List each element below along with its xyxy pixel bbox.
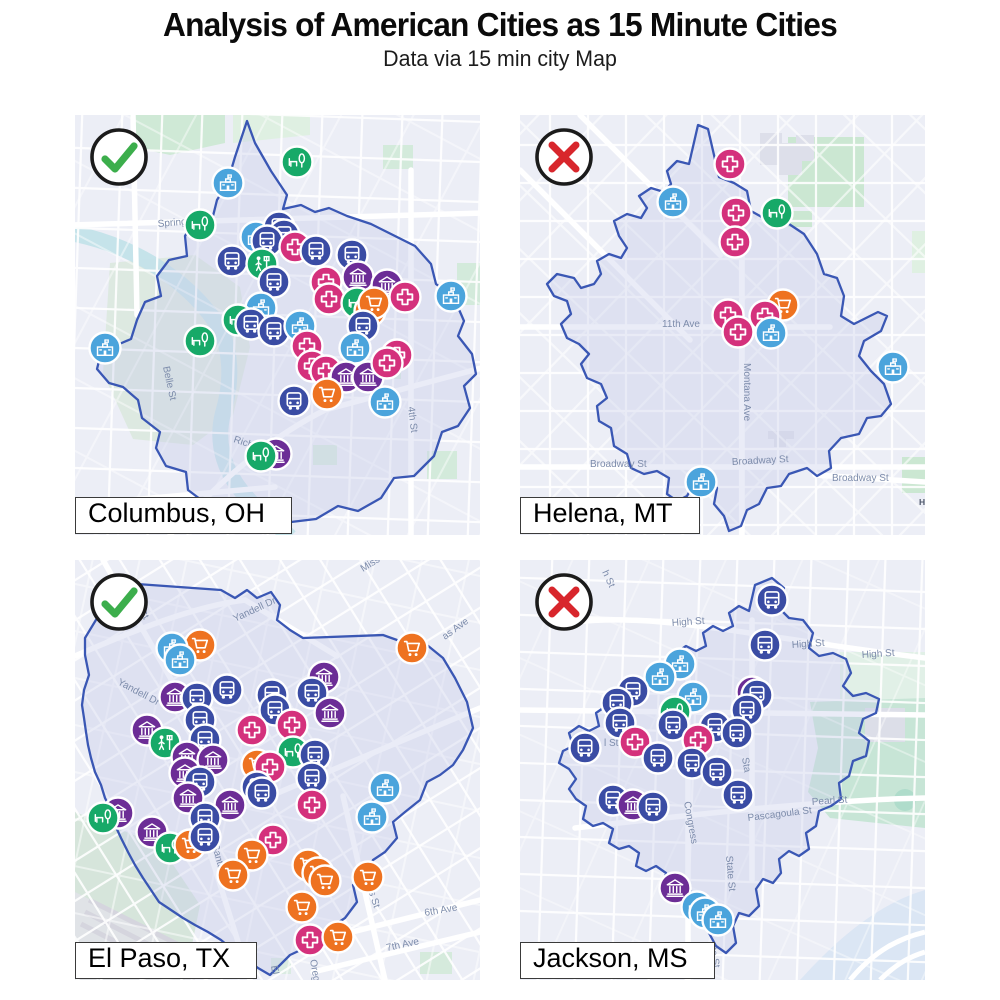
street-label: High St — [791, 638, 825, 651]
marker-health — [312, 282, 346, 316]
marker-bus — [721, 778, 755, 812]
marker-school — [163, 643, 197, 677]
street-label: Oregon — [307, 959, 324, 980]
marker-health — [719, 196, 753, 230]
map-helena: 11th Ave Montana Ave Broadway St Broadway S… — [520, 115, 925, 535]
marker-bus — [748, 628, 782, 662]
marker-bus — [257, 265, 291, 299]
marker-school — [338, 331, 372, 365]
marker-health — [721, 315, 755, 349]
street-label: Broadway St — [590, 459, 647, 470]
street-label: l St — [604, 738, 619, 749]
marker-grocery — [351, 860, 385, 894]
marker-grocery — [216, 858, 250, 892]
marker-health — [235, 713, 269, 747]
city-label-elpaso: El Paso, TX — [75, 942, 258, 979]
marker-bus — [277, 384, 311, 418]
marker-grocery — [308, 864, 342, 898]
street-label: State St — [723, 855, 737, 892]
marker-bus — [215, 244, 249, 278]
check-icon — [101, 142, 138, 173]
pass-badge — [87, 570, 151, 634]
marker-health — [370, 346, 404, 380]
city-label-columbus: Columbus, OH — [75, 497, 293, 534]
marker-bus — [700, 755, 734, 789]
marker-bus — [755, 583, 789, 617]
marker-school — [876, 350, 910, 384]
marker-school — [355, 800, 389, 834]
map-panel-helena: 11th Ave Montana Ave Broadway St Broadway S… — [520, 115, 925, 535]
page-subtitle: Data via 15 min city Map — [383, 46, 617, 71]
marker-bus — [720, 716, 754, 750]
street-label: Pearl St — [811, 795, 847, 808]
marker-bus — [568, 731, 602, 765]
x-icon — [548, 141, 580, 173]
pass-badge — [87, 125, 151, 189]
street-label: High St — [671, 616, 705, 629]
street-label: HE — [919, 497, 925, 507]
marker-bus — [299, 234, 333, 268]
marker-bus — [641, 741, 675, 775]
x-icon — [548, 586, 580, 618]
marker-school — [368, 385, 402, 419]
marker-school — [701, 903, 735, 937]
amenity-markers — [568, 583, 789, 937]
marker-health — [713, 147, 747, 181]
street-label: 11th Ave — [662, 319, 700, 330]
street-labels: 11th Ave Montana Ave Broadway St Broadway S… — [590, 319, 925, 507]
marker-bus — [245, 776, 279, 810]
street-label: 4th St — [405, 406, 419, 433]
page-title: Analysis of American Cities as 15 Minute… — [162, 6, 838, 43]
marker-school — [88, 331, 122, 365]
marker-bus — [188, 820, 222, 854]
marker-bus — [210, 673, 244, 707]
marker-health — [718, 225, 752, 259]
marker-school — [434, 279, 468, 313]
street-label: Broadway St — [832, 473, 889, 484]
marker-bus — [636, 790, 670, 824]
marker-bank — [313, 696, 347, 730]
fail-badge — [532, 125, 596, 189]
marker-bus — [656, 708, 690, 742]
amenity-markers — [656, 147, 910, 499]
amenity-markers — [86, 628, 429, 957]
marker-school — [656, 185, 690, 219]
marker-grocery — [310, 377, 344, 411]
city-label-helena: Helena, MT — [520, 497, 700, 534]
street-label: Broadway St — [732, 454, 789, 468]
marker-school — [754, 316, 788, 350]
marker-health — [295, 788, 329, 822]
fail-badge — [532, 570, 596, 634]
street-label: Sta — [739, 757, 753, 774]
street-label: Montana Ave — [741, 363, 752, 422]
street-label: High St — [861, 648, 895, 661]
marker-health — [618, 725, 652, 759]
amenity-markers — [88, 145, 468, 473]
marker-health — [293, 923, 327, 957]
marker-grocery — [321, 920, 355, 954]
street-label: El — [268, 965, 280, 976]
city-label-jackson: Jackson, MS — [520, 942, 715, 979]
map-panel-jackson: High St High St High St h St l St Sta Pearl St… — [520, 560, 925, 980]
park-areas — [800, 652, 925, 980]
marker-school — [684, 465, 718, 499]
marker-school — [368, 771, 402, 805]
marker-school — [211, 166, 245, 200]
check-icon — [101, 587, 138, 618]
marker-grocery — [285, 890, 319, 924]
marker-grocery — [395, 631, 429, 665]
marker-health — [388, 280, 422, 314]
